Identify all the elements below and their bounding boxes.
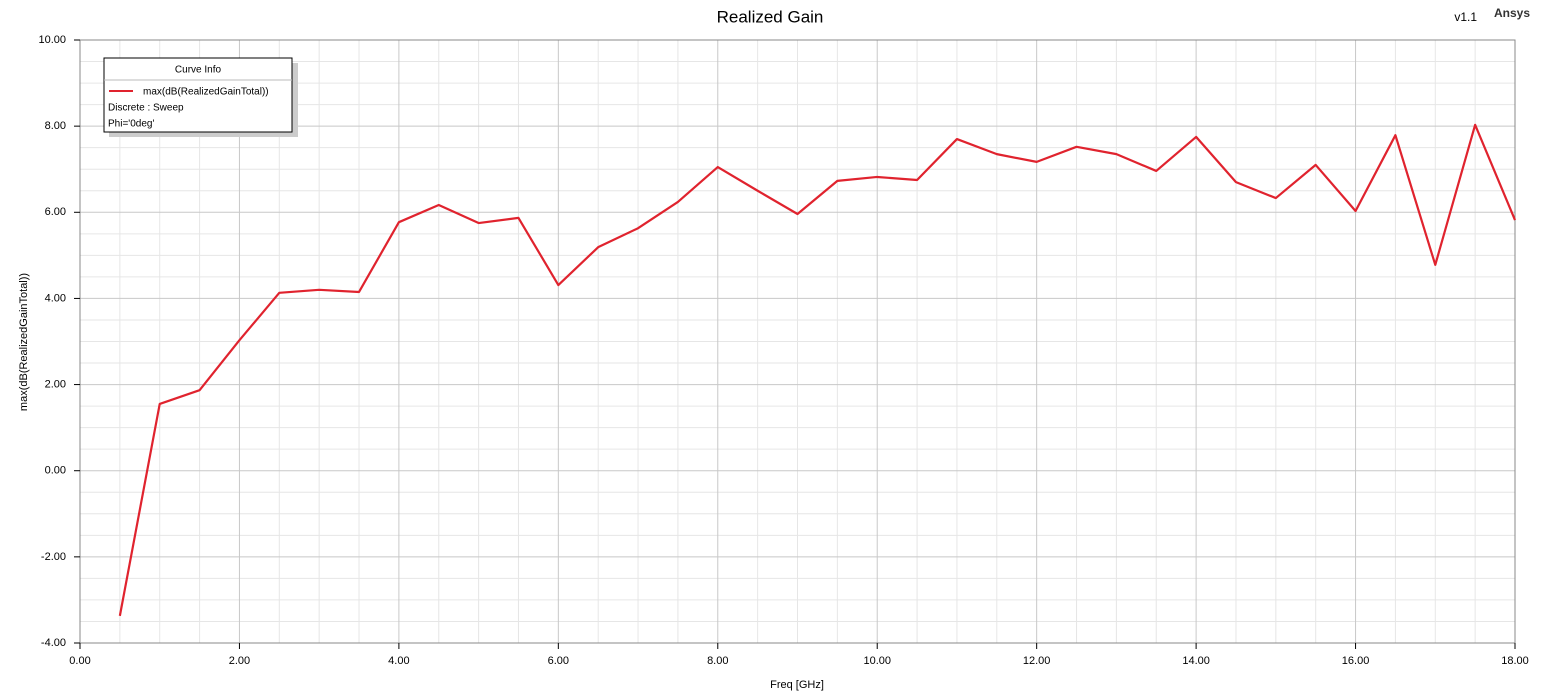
x-tick-label: 14.00: [1182, 655, 1210, 667]
lines: [118, 123, 1517, 617]
legend-title: Curve Info: [175, 65, 222, 76]
y-tick-label: 8.00: [45, 120, 66, 132]
y-tick-label: 0.00: [45, 465, 66, 477]
x-tick-label: 0.00: [69, 655, 90, 667]
y-tick-label: 4.00: [45, 292, 66, 304]
legend-box: [103, 57, 293, 133]
y-tick-label: -4.00: [41, 637, 66, 649]
x-tick-label: 6.00: [548, 655, 569, 667]
y-tick-label: 2.00: [45, 378, 66, 390]
series-line: [118, 123, 1517, 617]
legend-note: Phi='0deg': [108, 119, 154, 130]
y-tick-label: 10.00: [38, 34, 66, 46]
brand: Ansys: [1494, 6, 1530, 20]
legend-entry: max(dB(RealizedGainTotal)): [143, 87, 269, 98]
x-tick-label: 10.00: [863, 655, 891, 667]
x-tick-label: 18.00: [1501, 655, 1529, 667]
y-axis-label: max(dB(RealizedGainTotal)): [18, 273, 30, 411]
x-tick-label: 8.00: [707, 655, 728, 667]
x-tick-label: 2.00: [229, 655, 250, 667]
version: v1.1: [1454, 10, 1477, 24]
legend-note: Discrete : Sweep: [108, 103, 184, 114]
chart-title: Realized Gain: [717, 7, 824, 26]
x-tick-label: 12.00: [1023, 655, 1051, 667]
x-tick-label: 16.00: [1342, 655, 1370, 667]
y-tick-label: -2.00: [41, 551, 66, 563]
grid: [79, 39, 1516, 644]
x-axis-label: Freq [GHz]: [770, 679, 824, 691]
plot-frame: [79, 39, 1516, 644]
y-tick-label: 6.00: [45, 206, 66, 218]
legend: Curve Info max(dB(RealizedGainTotal)) Di…: [103, 57, 298, 137]
x-tick-label: 4.00: [388, 655, 409, 667]
